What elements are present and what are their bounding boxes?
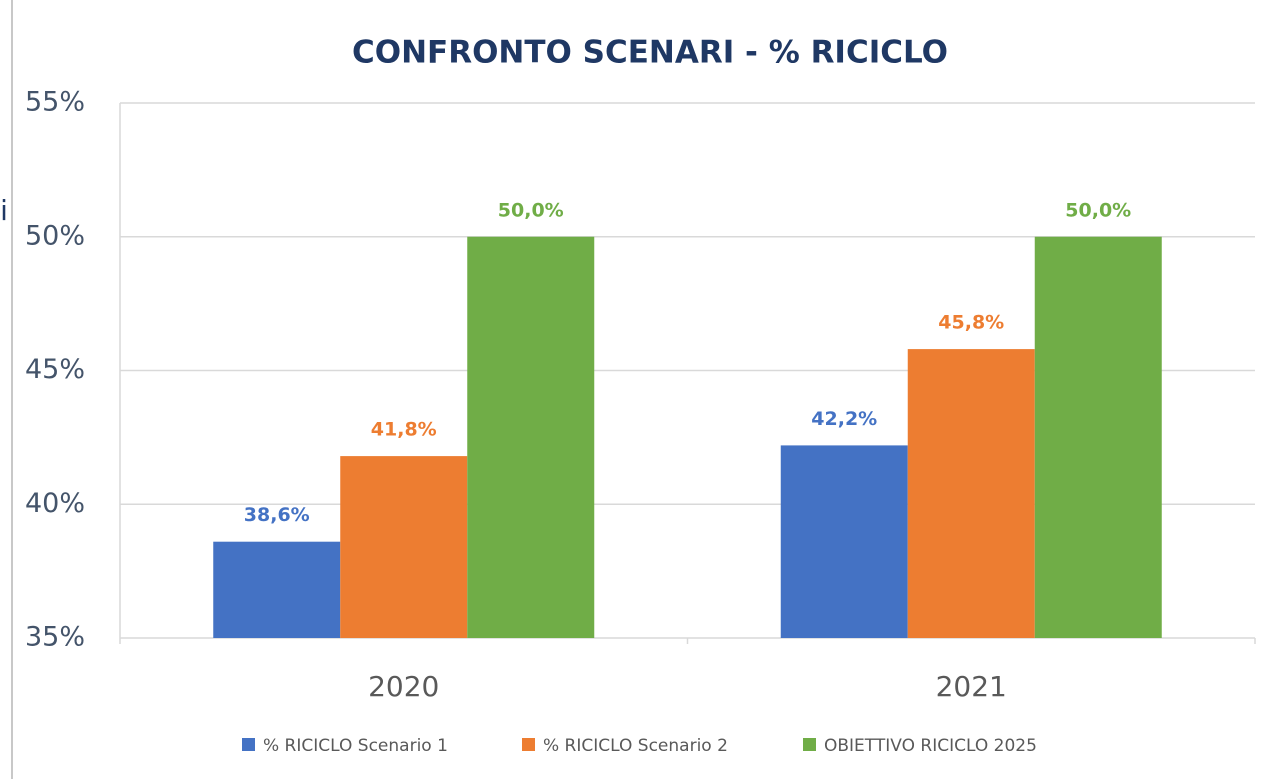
data-label: 41,8%	[371, 419, 437, 441]
legend-label: OBIETTIVO RICICLO 2025	[824, 736, 1037, 756]
legend-swatch	[803, 738, 816, 751]
data-label: 50,0%	[498, 199, 564, 221]
bar	[1034, 236, 1162, 638]
bar	[780, 445, 908, 638]
data-label: 38,6%	[244, 504, 310, 526]
x-tick-label: 2021	[936, 670, 1007, 703]
chart-title: CONFRONTO SCENARI - % RICICLO	[352, 35, 948, 71]
y-tick-label: 45%	[25, 354, 85, 385]
legend-label: % RICICLO Scenario 1	[263, 736, 448, 756]
bar	[907, 349, 1035, 638]
x-tick-label: 2020	[368, 670, 439, 703]
y-tick-label: 40%	[25, 488, 85, 519]
legend-label: % RICICLO Scenario 2	[543, 736, 728, 756]
data-label: 50,0%	[1065, 199, 1131, 221]
y-tick-label: 35%	[25, 622, 85, 653]
y-tick-label: 50%	[25, 220, 85, 251]
y-tick-label: 55%	[25, 87, 85, 118]
legend-swatch	[522, 738, 535, 751]
data-label: 42,2%	[811, 408, 877, 430]
legend-swatch	[242, 738, 255, 751]
bar	[213, 541, 341, 638]
bar	[467, 236, 595, 638]
annotation: i	[0, 194, 8, 227]
data-label: 45,8%	[938, 312, 1004, 334]
bar	[340, 456, 468, 638]
